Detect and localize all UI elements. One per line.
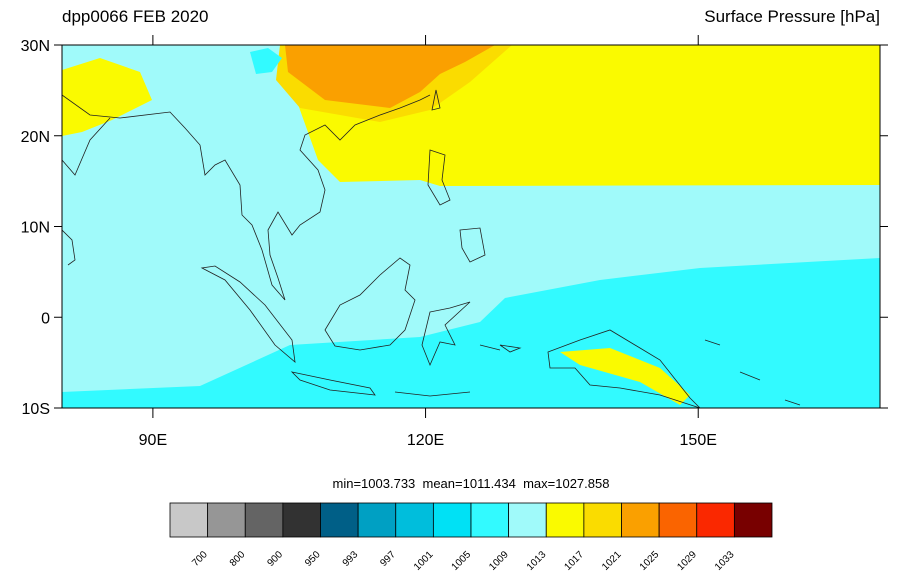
x-tick-label: 90E [139,432,167,449]
coastline [290,371,376,396]
colorbar-box [207,502,246,538]
colorbar-label: 993 [341,549,361,569]
colorbar-label: 700 [190,549,210,569]
field-region [250,48,282,74]
y-tick-label: 20N [21,129,50,146]
coastline [324,257,416,351]
title-left: dpp0066 FEB 2020 [62,7,209,26]
y-tick-label: 10N [21,220,50,237]
colorbar-label: 1033 [713,549,737,573]
colorbar-box [696,502,735,538]
colorbar-label: 900 [265,549,285,569]
colorbar-label: 1017 [562,549,586,573]
coastline [200,265,296,363]
field-region [62,258,880,408]
colorbar-box [244,502,284,538]
coastline [427,149,451,206]
field-region [62,58,152,136]
colorbar-box [357,502,397,538]
x-tick-label: 120E [407,432,444,449]
coastline [459,227,486,263]
y-tick-label: 10S [22,401,50,418]
title-right: Surface Pressure [hPa] [704,7,880,26]
colorbar-box [545,502,585,538]
colorbar-label: 950 [303,549,323,569]
colorbar-label: 1009 [487,549,511,573]
coastline [62,229,76,266]
colorbar-box [583,502,622,538]
y-tick-label: 30N [21,38,50,55]
colorbar-box [320,502,359,538]
field-region [560,348,690,405]
colorbar-label: 997 [378,549,398,569]
colorbar-box [658,502,698,538]
colorbar-label: 1001 [412,549,436,573]
colorbar-box [621,502,660,538]
colorbar-label: 800 [228,549,248,569]
coastline [421,301,471,367]
field-region [285,45,495,108]
y-tick-label: 0 [41,310,50,327]
colorbar-label: 1029 [675,549,699,573]
colorbar-box [733,502,773,538]
coastline [62,117,111,176]
coastline [394,89,801,406]
colorbar-box [470,502,510,538]
colorbar-label: 1005 [450,549,474,573]
stats-line: min=1003.733 mean=1011.434 max=1027.858 [333,476,610,491]
pressure-field [62,45,880,408]
colorbar-box [432,502,472,538]
colorbar-box [395,502,434,538]
colorbar-box [169,502,209,538]
coastline [547,329,701,408]
x-tick-label: 150E [680,432,717,449]
colorbar-label: 1025 [638,549,662,573]
colorbar-label: 1021 [600,549,624,573]
colorbar-box [282,502,321,538]
colorbar-label: 1013 [525,549,549,573]
coastline [62,94,431,301]
colorbar-box [508,502,547,538]
